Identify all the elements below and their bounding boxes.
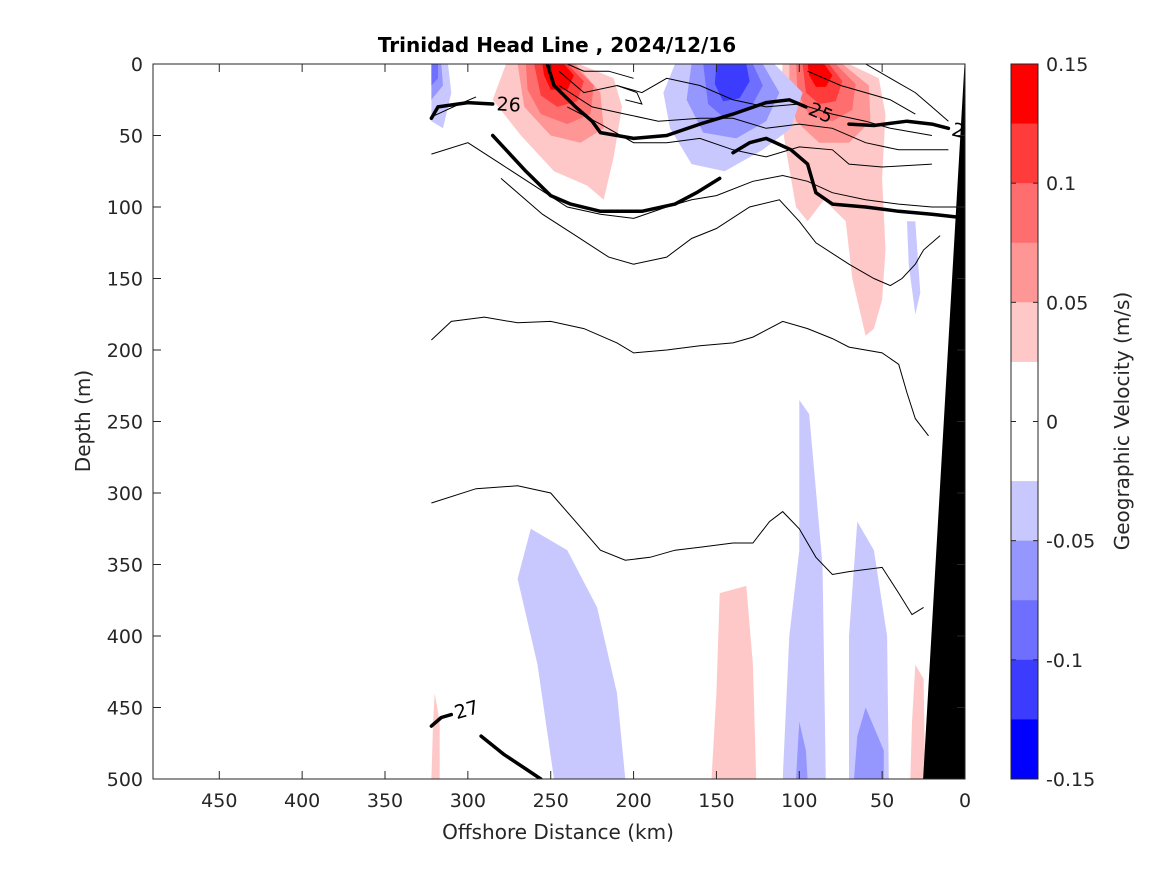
density-contour-line bbox=[500, 178, 941, 287]
labeled-contour-line bbox=[847, 119, 951, 131]
y-tick-label: 450 bbox=[107, 698, 143, 720]
y-tick-label: 0 bbox=[131, 54, 143, 76]
density-contour-line bbox=[567, 64, 634, 79]
density-contour-line bbox=[567, 106, 932, 168]
y-axis-title: Depth (m) bbox=[71, 370, 95, 472]
colorbar-band bbox=[1011, 540, 1038, 601]
velocity-patch bbox=[854, 707, 884, 779]
density-contour-line bbox=[616, 85, 643, 105]
colorbar-band bbox=[1011, 302, 1038, 363]
density-contour-line bbox=[431, 316, 929, 437]
density-contours bbox=[431, 64, 957, 616]
velocity-patch bbox=[910, 664, 926, 779]
x-tick-label: 450 bbox=[201, 790, 237, 812]
x-tick-label: 250 bbox=[533, 790, 569, 812]
velocity-patch bbox=[907, 221, 921, 315]
x-tick-label: 400 bbox=[284, 790, 320, 812]
density-contour-line bbox=[865, 64, 949, 122]
x-tick-label: 100 bbox=[781, 790, 817, 812]
colorbar-tick-label: -0.05 bbox=[1046, 531, 1095, 553]
colorbar-tick-label: -0.15 bbox=[1046, 769, 1095, 791]
colorbar-band bbox=[1011, 481, 1038, 542]
labeled-contour-line bbox=[490, 133, 722, 214]
contour-label: 26 bbox=[496, 93, 521, 116]
y-tick-label: 350 bbox=[107, 555, 143, 577]
velocity-patch bbox=[782, 400, 826, 779]
colorbar-tick-label: 0.05 bbox=[1046, 292, 1088, 314]
velocity-patch bbox=[714, 64, 750, 102]
colorbar-tick-label: -0.1 bbox=[1046, 650, 1083, 672]
y-tick-label: 150 bbox=[107, 269, 143, 291]
velocity-patch bbox=[849, 521, 889, 779]
colorbar-bands bbox=[1011, 64, 1038, 780]
y-tick-label: 200 bbox=[107, 340, 143, 362]
colorbar-band bbox=[1011, 183, 1038, 244]
colorbar-band bbox=[1011, 123, 1038, 184]
x-tick-label: 50 bbox=[870, 790, 894, 812]
seafloor-polygon bbox=[923, 64, 965, 779]
colorbar-band bbox=[1011, 600, 1038, 661]
labeled-contour-line bbox=[731, 136, 959, 219]
y-tick-label: 400 bbox=[107, 626, 143, 648]
y-axis-ticks: 0 50 100 150 200 250 300 350 400 450 500 bbox=[107, 54, 965, 791]
colorbar-band bbox=[1011, 242, 1038, 303]
labeled-contour-line bbox=[429, 100, 495, 121]
colorbar-tick-label: 0.15 bbox=[1046, 54, 1088, 76]
x-tick-label: 300 bbox=[450, 790, 486, 812]
y-tick-label: 100 bbox=[107, 197, 143, 219]
x-tick-label: 350 bbox=[367, 790, 403, 812]
velocity-patch bbox=[711, 585, 757, 779]
y-tick-label: 250 bbox=[107, 412, 143, 434]
velocity-patch bbox=[807, 64, 833, 87]
y-tick-label: 50 bbox=[119, 126, 143, 148]
density-contour-line bbox=[558, 85, 949, 151]
x-tick-label: 150 bbox=[698, 790, 734, 812]
colorbar-band bbox=[1011, 421, 1038, 482]
density-contour-line bbox=[431, 142, 957, 219]
colorbar-title: Geographic Velocity (m/s) bbox=[1110, 292, 1134, 551]
velocity-patch bbox=[796, 721, 808, 779]
y-tick-label: 500 bbox=[107, 769, 143, 791]
colorbar-tick-label: 0 bbox=[1046, 412, 1058, 434]
density-contour-line bbox=[807, 70, 916, 115]
colorbar: 0.15 0.1 0.05 0 -0.05 -0.1 -0.15 bbox=[1010, 54, 1095, 791]
colorbar-tick-label: 0.1 bbox=[1046, 173, 1076, 195]
labeled-contour-line bbox=[429, 712, 454, 728]
x-axis-ticks: 450 400 350 300 250 200 150 100 50 0 bbox=[201, 64, 971, 812]
velocity-patch bbox=[431, 64, 438, 86]
labeled-contour-line bbox=[479, 734, 543, 779]
x-tick-label: 200 bbox=[615, 790, 651, 812]
labeled-contour-line bbox=[545, 64, 808, 141]
colorbar-ticks: 0.15 0.1 0.05 0 -0.05 -0.1 -0.15 bbox=[1011, 54, 1095, 791]
y-tick-label: 300 bbox=[107, 483, 143, 505]
bathymetry bbox=[923, 64, 965, 779]
velocity-patch bbox=[517, 528, 626, 779]
x-tick-label: 0 bbox=[959, 790, 971, 812]
colorbar-band bbox=[1011, 659, 1038, 720]
density-contour-line bbox=[431, 485, 924, 616]
chart-title: Trinidad Head Line , 2024/12/16 bbox=[378, 33, 736, 57]
colorbar-band bbox=[1011, 361, 1038, 422]
colorbar-band bbox=[1011, 719, 1038, 780]
x-axis-title: Offshore Distance (km) bbox=[442, 820, 674, 844]
colorbar-band bbox=[1011, 64, 1038, 125]
velocity-patch bbox=[431, 693, 440, 779]
